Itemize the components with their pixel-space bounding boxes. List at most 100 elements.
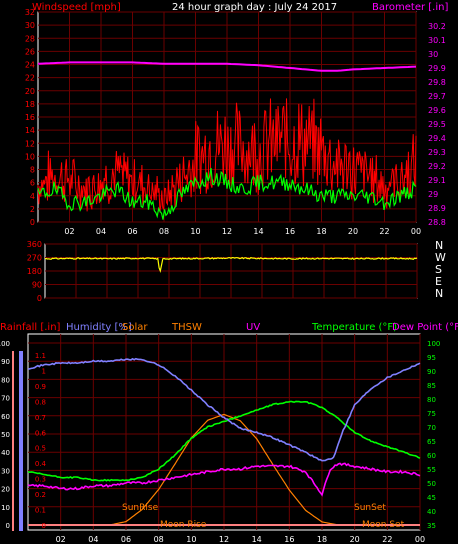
- wind-speed-line: [37, 98, 417, 213]
- wind-y-tick-label: 14: [25, 126, 35, 135]
- barometer-y-tick-label: 29.3: [428, 148, 446, 157]
- weather-x-tick-label: 08: [154, 535, 164, 544]
- wind-x-tick-label: 08: [159, 227, 169, 236]
- rainfall-y-tick-label: 0.8: [35, 398, 46, 406]
- sunrise-annotation: SunRise: [122, 503, 159, 513]
- temperature-y-tick-label: 85: [427, 382, 436, 390]
- compass-direction-label: W: [435, 251, 446, 264]
- moonset-annotation: Moon Set: [362, 520, 405, 530]
- weather-x-tick-label: 06: [121, 535, 131, 544]
- temperature-y-tick-label: 60: [427, 452, 436, 460]
- weather-x-tick-label: 12: [219, 535, 229, 544]
- temperature-y-tick-label: 65: [427, 438, 436, 446]
- barometer-y-tick-label: 30.1: [428, 36, 446, 45]
- wind-x-tick-label: 02: [64, 227, 74, 236]
- wind-y-tick-label: 30: [25, 21, 35, 30]
- wind-y-tick-label: 20: [25, 87, 35, 96]
- wind-x-tick-label: 18: [316, 227, 326, 236]
- temperature-y-tick-label: 75: [427, 410, 436, 418]
- barometer-y-tick-label: 28.8: [428, 218, 446, 227]
- weather-x-tick-label: 14: [252, 535, 262, 544]
- humidity-legend: Humidity [%]: [66, 322, 132, 333]
- wind-gust-line: [37, 167, 417, 220]
- dewpoint-legend: Dew Point (°F): [392, 322, 458, 333]
- wind-x-tick-label: 14: [253, 227, 263, 236]
- weather-x-tick-label: 18: [317, 535, 327, 544]
- rainfall-y-tick-label: 1: [42, 367, 46, 375]
- moonrise-annotation: Moon Rise: [160, 520, 207, 530]
- temperature-y-tick-label: 40: [427, 508, 436, 516]
- barometer-y-tick-label: 29.2: [428, 162, 446, 171]
- weather-x-tick-label: 02: [56, 535, 66, 544]
- wind-y-tick-label: 0: [30, 218, 35, 227]
- wind-x-tick-label: 00: [411, 227, 421, 236]
- temperature-legend: Temperature (°F): [311, 322, 397, 333]
- barometer-y-tick-label: 29.4: [428, 134, 446, 143]
- weather-x-tick-label: 20: [350, 535, 360, 544]
- barometer-y-tick-label: 29.9: [428, 64, 446, 73]
- rainfall-y-tick-label: 0.6: [35, 429, 47, 437]
- direction-y-tick-label: 180: [27, 267, 42, 276]
- thsw-legend: THSW: [171, 322, 202, 333]
- wind-y-tick-label: 26: [25, 47, 35, 56]
- humidity-y-tick-label: 100: [0, 340, 10, 348]
- temperature-line: [27, 400, 421, 482]
- humidity-y-tick-label: 50: [1, 431, 10, 439]
- temperature-y-tick-label: 45: [427, 494, 436, 502]
- direction-y-tick-label: 90: [32, 281, 42, 290]
- solar-legend: Solar: [122, 322, 148, 333]
- wind-y-tick-label: 32: [25, 8, 35, 17]
- temperature-y-tick-label: 80: [427, 396, 436, 404]
- rainfall-y-tick-label: 0.5: [35, 445, 46, 453]
- weather-x-tick-label: 04: [88, 535, 98, 544]
- sunset-annotation: SunSet: [354, 503, 386, 513]
- barometer-y-tick-label: 28.9: [428, 204, 446, 213]
- compass-direction-label: N: [435, 239, 443, 252]
- compass-direction-label: N: [435, 287, 443, 300]
- humidity-y-tick-label: 0: [6, 522, 10, 530]
- wind-y-tick-label: 8: [30, 166, 35, 175]
- wind-y-tick-label: 22: [25, 74, 35, 83]
- uv-legend: UV: [246, 322, 260, 333]
- humidity-y-tick-label: 90: [1, 358, 10, 366]
- rainfall-y-tick-label: 1.1: [35, 352, 46, 360]
- wind-y-tick-label: 28: [25, 34, 35, 43]
- humidity-y-tick-label: 30: [1, 467, 10, 475]
- barometer-y-tick-label: 29: [428, 190, 438, 199]
- rainfall-y-tick-label: 0.3: [35, 476, 46, 484]
- temperature-y-tick-label: 90: [427, 368, 436, 376]
- dew-point-line: [27, 462, 421, 497]
- compass-direction-label: E: [435, 275, 442, 288]
- temperature-y-tick-label: 50: [427, 480, 436, 488]
- barometer-y-tick-label: 29.1: [428, 176, 446, 185]
- barometer-y-tick-label: 29.8: [428, 78, 446, 87]
- rainfall-axis-bar: [12, 351, 14, 531]
- wind-y-tick-label: 16: [25, 113, 35, 122]
- wind-y-tick-label: 2: [30, 205, 35, 214]
- wind-y-tick-label: 18: [25, 100, 35, 109]
- humidity-axis-bar: [19, 351, 23, 531]
- barometer-axis-label: Barometer [.in]: [372, 2, 448, 13]
- temperature-y-tick-label: 100: [427, 340, 440, 348]
- humidity-y-tick-label: 80: [1, 376, 10, 384]
- chart-title: 24 hour graph day : July 24 2017: [172, 2, 337, 13]
- temperature-y-tick-label: 35: [427, 522, 436, 530]
- rainfall-y-tick-label: 0.7: [35, 414, 46, 422]
- humidity-line: [27, 357, 421, 462]
- barometer-y-tick-label: 29.5: [428, 120, 446, 129]
- humidity-y-tick-label: 20: [1, 486, 10, 494]
- weather-x-tick-label: 10: [186, 535, 196, 544]
- wind-direction-line: [44, 256, 418, 273]
- humidity-y-tick-label: 70: [1, 395, 10, 403]
- wind-x-tick-label: 06: [127, 227, 137, 236]
- wind-x-tick-label: 12: [222, 227, 232, 236]
- direction-y-tick-label: 360: [27, 240, 42, 249]
- wind-x-tick-label: 22: [379, 227, 389, 236]
- wind-x-tick-label: 16: [285, 227, 295, 236]
- wind-x-tick-label: 20: [348, 227, 358, 236]
- weather-x-tick-label: 00: [415, 535, 425, 544]
- windspeed-axis-label: Windspeed [mph]: [32, 2, 121, 13]
- rainfall-legend: Rainfall [.in]: [0, 322, 61, 333]
